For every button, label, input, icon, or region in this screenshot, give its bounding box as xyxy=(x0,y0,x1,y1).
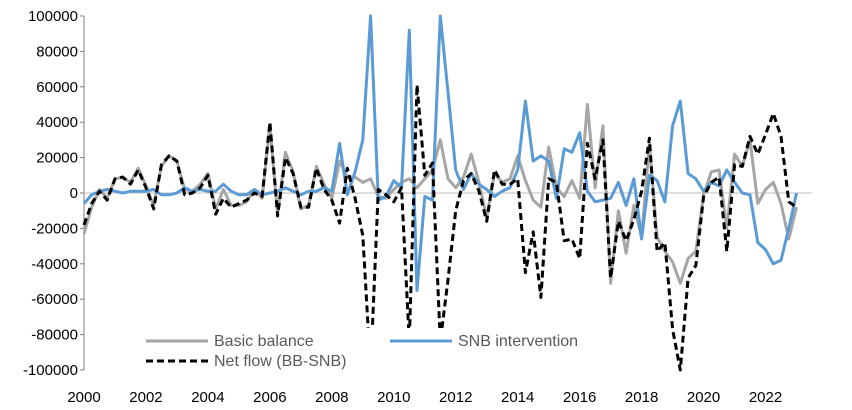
y-tick-label: 0 xyxy=(70,185,78,202)
y-tick-label: 80000 xyxy=(36,43,78,60)
x-tick-label: 2010 xyxy=(377,389,410,406)
legend-label: SNB intervention xyxy=(458,333,578,350)
y-tick-label: -100000 xyxy=(23,362,78,379)
y-tick-label: -80000 xyxy=(31,327,78,344)
x-tick-label: 2008 xyxy=(315,389,348,406)
x-tick-label: 2022 xyxy=(749,389,782,406)
axes: 100000 80000 60000 40000 20000 0 -20000 -40000 -… xyxy=(23,8,812,406)
series-line xyxy=(82,103,798,285)
x-tick-label: 2016 xyxy=(563,389,596,406)
x-tick-label: 2004 xyxy=(191,389,224,406)
legend-label: Net flow (BB-SNB) xyxy=(214,353,346,370)
series-snb-intervention xyxy=(82,14,798,292)
x-tick-label: 2020 xyxy=(687,389,720,406)
series-layer xyxy=(82,14,798,372)
legend-item: Net flow (BB-SNB) xyxy=(146,353,346,370)
legend-label: Basic balance xyxy=(214,333,314,350)
x-tick-label: 2012 xyxy=(439,389,472,406)
y-tick-label: 20000 xyxy=(36,150,78,167)
legend: Basic balance SNB intervention Net flow (B… xyxy=(138,328,588,374)
y-tick-label: 60000 xyxy=(36,79,78,96)
x-tick-label: 2018 xyxy=(625,389,658,406)
series-line xyxy=(82,14,798,292)
series-basic-balance xyxy=(82,103,798,285)
x-tick-label: 2014 xyxy=(501,389,534,406)
series-net-flow-bb-snb xyxy=(82,83,798,372)
x-tick-label: 2006 xyxy=(253,389,286,406)
legend-item: Basic balance xyxy=(146,333,314,350)
y-tick-label: -20000 xyxy=(31,220,78,237)
x-tick-label: 2000 xyxy=(67,389,100,406)
legend-item: SNB intervention xyxy=(390,333,578,350)
y-tick-label: -40000 xyxy=(31,256,78,273)
y-tick-label: 100000 xyxy=(28,8,78,25)
series-line xyxy=(82,83,798,372)
y-tick-label: 40000 xyxy=(36,114,78,131)
legend-background xyxy=(138,328,588,374)
x-tick-label: 2002 xyxy=(129,389,162,406)
y-tick-label: -60000 xyxy=(31,291,78,308)
